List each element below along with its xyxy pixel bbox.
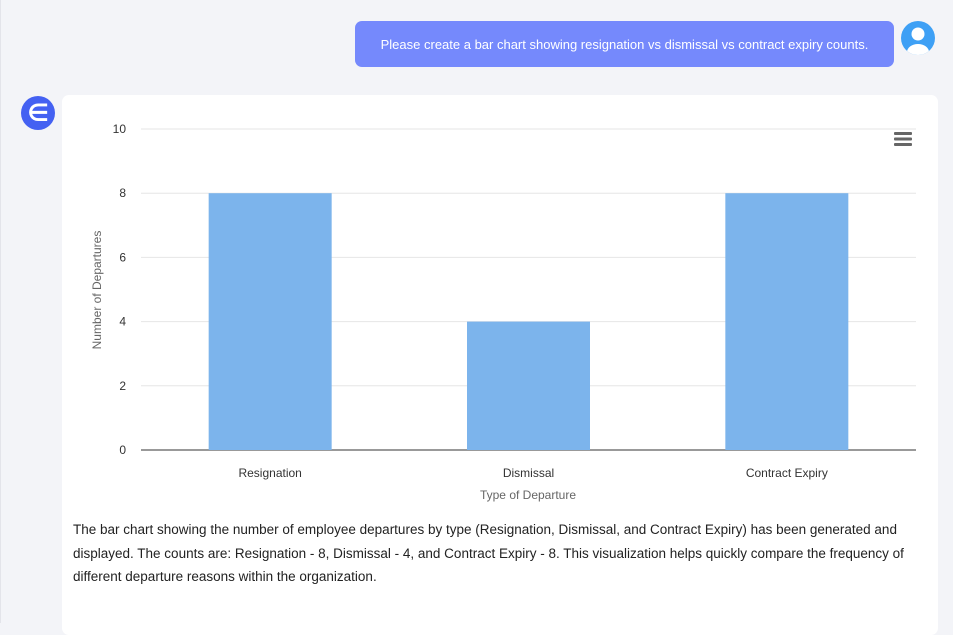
bar-contract-expiry[interactable] <box>725 193 849 450</box>
x-tick-label: Dismissal <box>503 466 554 480</box>
x-tick-label: Resignation <box>238 466 301 480</box>
y-tick-label: 10 <box>113 122 127 136</box>
x-tick-label: Contract Expiry <box>746 466 828 480</box>
y-tick-label: 2 <box>119 379 126 393</box>
response-text: The bar chart showing the number of empl… <box>73 522 904 584</box>
user-message: Please create a bar chart showing resign… <box>355 21 894 67</box>
bot-avatar-icon: ∈ <box>21 96 55 130</box>
user-avatar-icon <box>901 21 935 55</box>
bar-resignation[interactable] <box>208 193 332 450</box>
x-axis-title: Type of Departure <box>480 488 576 502</box>
hamburger-menu-icon[interactable] <box>894 132 912 146</box>
y-tick-label: 0 <box>119 443 126 457</box>
y-tick-label: 8 <box>119 186 126 200</box>
y-axis-title: Number of Departures <box>90 231 104 350</box>
y-tick-label: 4 <box>119 315 126 329</box>
bar-dismissal[interactable] <box>467 321 590 450</box>
y-tick-label: 6 <box>119 250 126 264</box>
